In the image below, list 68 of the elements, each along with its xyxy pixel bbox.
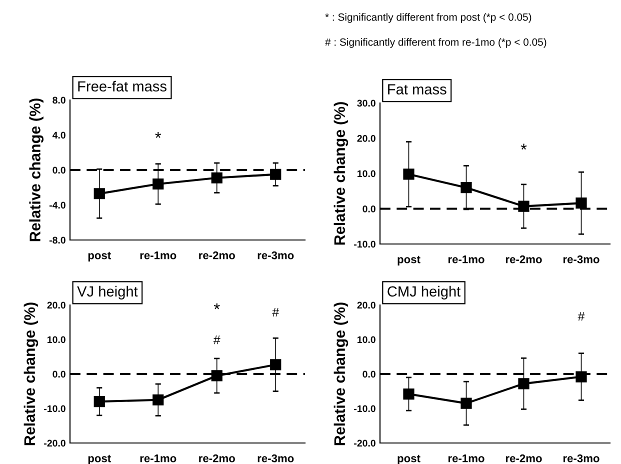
text: * : Significantly different from post (*p < 0.05)	[325, 13, 532, 23]
point	[94, 396, 105, 408]
point	[270, 168, 282, 180]
y-tick-label: 20.0	[357, 134, 376, 142]
y-tick-label: 20.0	[47, 302, 66, 309]
x-tick-label: re-1mo	[140, 454, 176, 462]
chart-title: Fat mass	[388, 84, 446, 94]
annotation: *	[520, 144, 527, 150]
point	[94, 188, 105, 200]
point	[403, 388, 414, 400]
annotation: #	[213, 336, 220, 344]
point	[518, 200, 530, 212]
x-tick-label: re-2mo	[199, 251, 235, 260]
y-axis-title: Relative change (%)	[24, 302, 38, 446]
y-tick-label: -4.0	[49, 202, 66, 209]
point	[460, 398, 472, 409]
chart-title: VJ height	[77, 286, 138, 300]
point	[576, 371, 587, 382]
annotation: *	[214, 303, 220, 310]
x-tick-label: post	[88, 454, 111, 464]
y-tick-label: -8.0	[49, 236, 66, 244]
y-tick-label: -20.0	[354, 440, 376, 447]
y-tick-label: -10.0	[44, 405, 66, 412]
text: # : Significantly different from re-1mo (*p < 0.05)	[325, 38, 546, 48]
x-tick-label: re-2mo	[506, 454, 542, 462]
y-tick-label: 8.0	[52, 96, 66, 104]
x-tick-label: post	[88, 252, 111, 262]
x-tick-label: re-3mo	[258, 251, 294, 260]
y-tick-label: 10.0	[358, 336, 376, 344]
point	[211, 370, 222, 382]
x-tick-label: post	[398, 454, 420, 464]
point	[211, 172, 222, 184]
y-tick-label: 20.0	[357, 302, 376, 309]
chart-title: Free-fat mass	[78, 80, 166, 92]
y-tick-label: -10.0	[354, 240, 376, 248]
point	[460, 182, 472, 194]
point	[270, 359, 282, 370]
annotation: #	[272, 308, 280, 317]
y-axis-title: Relative change (%)	[334, 102, 348, 245]
x-tick-label: re-2mo	[199, 454, 235, 462]
y-tick-label: 0.0	[52, 370, 66, 378]
y-tick-label: -10.0	[354, 405, 376, 412]
y-tick-label: 10.0	[358, 170, 376, 178]
y-tick-label: 10.0	[48, 336, 66, 344]
y-axis-title: Relative change (%)	[29, 98, 44, 242]
x-tick-label: re-1mo	[448, 454, 484, 462]
x-tick-label: re-3mo	[258, 454, 294, 462]
point	[576, 198, 587, 209]
point	[152, 178, 164, 190]
y-tick-label: 4.0	[52, 132, 66, 139]
y-tick-label: 30.0	[357, 100, 376, 107]
y-tick-label: 0.0	[362, 370, 376, 378]
y-axis-title: Relative change (%)	[334, 302, 348, 446]
y-tick-label: 0.0	[52, 166, 66, 174]
x-tick-label: re-3mo	[563, 454, 600, 462]
x-tick-label: post	[398, 256, 420, 266]
x-tick-label: re-1mo	[448, 256, 484, 264]
chart-title: CMJ height	[388, 286, 461, 300]
annotation: #	[578, 312, 585, 321]
x-tick-label: re-2mo	[506, 255, 542, 264]
y-tick-label: 0.0	[362, 205, 376, 212]
annotation: *	[155, 132, 162, 138]
point	[518, 378, 530, 390]
point	[403, 168, 414, 180]
x-tick-label: re-1mo	[140, 252, 176, 260]
y-tick-label: -20.0	[44, 440, 66, 447]
x-tick-label: re-3mo	[563, 255, 600, 264]
point	[152, 394, 164, 406]
